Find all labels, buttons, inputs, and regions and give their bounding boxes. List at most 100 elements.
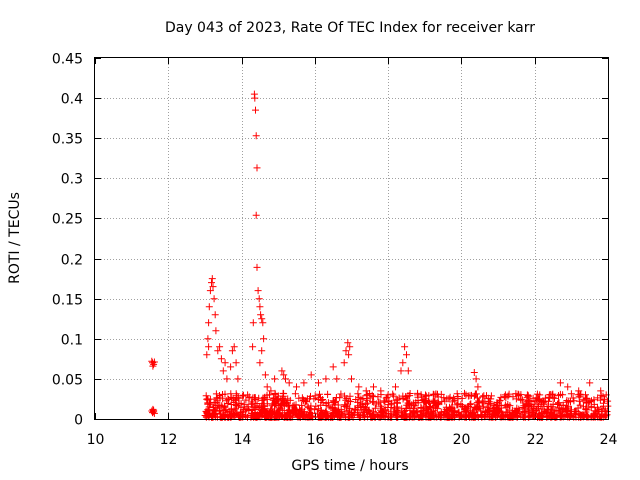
- data-point: [256, 359, 264, 367]
- data-point: [254, 287, 262, 295]
- data-point: [214, 347, 222, 355]
- data-point: [307, 371, 315, 379]
- data-point: [259, 319, 267, 327]
- data-point: [401, 343, 409, 351]
- x-tick-label: 14: [234, 432, 252, 448]
- data-point: [271, 375, 279, 383]
- y-tick-label: 0.35: [52, 132, 83, 148]
- data-point: [355, 383, 363, 391]
- data-point: [252, 211, 260, 219]
- data-point: [384, 391, 392, 399]
- dense-data-band: [201, 389, 612, 421]
- y-tick-label: 0: [74, 413, 83, 429]
- data-point: [523, 391, 531, 399]
- data-point: [234, 375, 242, 383]
- data-point: [404, 367, 412, 375]
- data-point: [322, 375, 330, 383]
- data-point: [251, 94, 259, 102]
- data-point: [217, 355, 225, 363]
- data-point: [586, 379, 594, 387]
- data-point: [260, 335, 268, 343]
- y-tick-label: 0.25: [52, 212, 83, 228]
- data-point: [216, 343, 224, 351]
- y-tick-label: 0.2: [61, 253, 83, 269]
- data-point: [346, 343, 354, 351]
- data-point: [454, 393, 462, 400]
- data-point: [261, 371, 269, 379]
- data-point: [534, 395, 542, 403]
- data-point: [227, 363, 235, 371]
- data-point: [575, 387, 583, 395]
- x-tick-label: 18: [380, 432, 398, 448]
- data-point: [293, 383, 300, 391]
- data-point: [257, 311, 265, 319]
- data-point: [432, 391, 440, 399]
- data-point: [470, 369, 478, 376]
- data-point: [211, 311, 219, 319]
- data-point: [258, 347, 266, 355]
- data-point: [230, 343, 238, 351]
- data-point: [267, 387, 275, 395]
- data-point: [228, 347, 236, 355]
- data-point: [210, 295, 218, 303]
- y-tick-label: 0.3: [61, 172, 83, 188]
- data-point: [249, 343, 257, 351]
- grid: [95, 58, 608, 419]
- data-point: [370, 383, 377, 391]
- data-point: [443, 395, 451, 403]
- data-point: [252, 132, 260, 140]
- data-point: [258, 315, 266, 323]
- data-point: [282, 375, 289, 383]
- data-point: [255, 295, 263, 303]
- data-point: [315, 379, 322, 387]
- data-point: [487, 395, 495, 403]
- data-point: [556, 379, 564, 387]
- data-point: [399, 359, 407, 367]
- data-points: [148, 90, 610, 417]
- dense-point-cloud: [201, 389, 612, 421]
- data-point: [249, 319, 257, 327]
- data-point: [223, 375, 231, 383]
- data-point: [421, 395, 429, 403]
- data-point: [149, 362, 157, 370]
- data-point: [344, 339, 352, 347]
- data-point: [564, 383, 572, 391]
- plot-frame: [94, 57, 609, 420]
- data-point: [219, 367, 227, 375]
- y-axis-label: ROTI / TECUs: [7, 192, 23, 284]
- data-point: [342, 347, 350, 355]
- y-tick-label: 0.05: [52, 373, 83, 389]
- x-tick-label: 22: [527, 432, 545, 448]
- data-point: [204, 335, 212, 343]
- data-point: [221, 359, 229, 367]
- data-point: [206, 287, 214, 295]
- data-point: [597, 387, 605, 395]
- data-point: [208, 279, 215, 287]
- data-point: [285, 379, 293, 387]
- data-point: [392, 383, 399, 391]
- data-point: [362, 387, 370, 395]
- chart-title: Day 043 of 2023, Rate Of TEC Index for r…: [165, 20, 535, 36]
- y-tick-label: 0.45: [52, 52, 83, 68]
- data-point: [205, 343, 213, 351]
- data-point: [333, 375, 341, 383]
- data-point: [263, 383, 271, 391]
- data-point: [414, 391, 421, 399]
- data-point: [377, 387, 385, 395]
- y-tick-label: 0.15: [52, 293, 83, 309]
- data-point: [512, 395, 520, 403]
- data-point: [252, 106, 259, 114]
- data-point: [203, 351, 211, 359]
- data-point: [397, 367, 405, 375]
- data-point: [472, 375, 480, 383]
- data-point: [208, 275, 216, 283]
- data-point: [403, 351, 410, 359]
- x-axis-label: GPS time / hours: [291, 458, 408, 474]
- data-point: [205, 319, 213, 327]
- data-point: [501, 391, 509, 399]
- y-tick-label: 0.1: [61, 333, 83, 349]
- data-point: [545, 391, 553, 399]
- data-point: [232, 359, 240, 367]
- data-point: [253, 263, 261, 271]
